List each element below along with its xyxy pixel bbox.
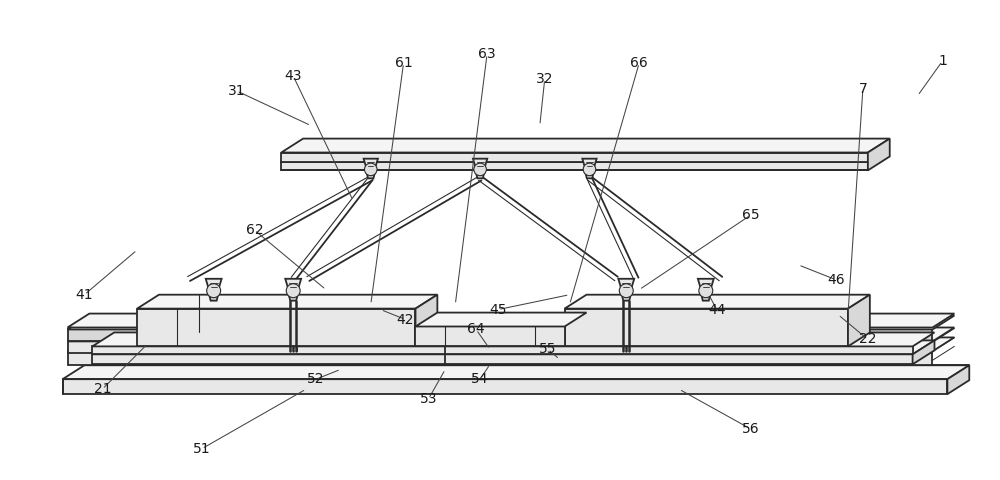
Polygon shape: [848, 295, 870, 347]
Polygon shape: [618, 279, 634, 288]
Polygon shape: [585, 171, 594, 179]
Text: 1: 1: [938, 54, 947, 68]
Polygon shape: [209, 293, 219, 300]
Text: 45: 45: [489, 302, 507, 317]
Polygon shape: [415, 326, 565, 347]
Polygon shape: [68, 327, 268, 341]
Polygon shape: [445, 340, 934, 354]
Text: 62: 62: [246, 223, 263, 237]
Polygon shape: [582, 159, 597, 168]
Polygon shape: [68, 341, 246, 353]
Text: 55: 55: [539, 342, 556, 356]
Text: 46: 46: [827, 273, 845, 287]
Polygon shape: [621, 293, 631, 300]
Polygon shape: [68, 329, 246, 341]
Text: 22: 22: [859, 333, 877, 347]
Polygon shape: [913, 340, 934, 364]
Polygon shape: [565, 295, 870, 309]
Text: 54: 54: [471, 372, 489, 386]
Polygon shape: [415, 295, 437, 347]
Polygon shape: [92, 354, 560, 364]
Text: 31: 31: [228, 84, 245, 98]
Text: 53: 53: [420, 392, 437, 406]
Polygon shape: [754, 327, 954, 341]
Polygon shape: [754, 341, 932, 353]
Text: 43: 43: [284, 69, 302, 83]
Circle shape: [364, 163, 377, 176]
Polygon shape: [445, 333, 934, 347]
Polygon shape: [565, 309, 848, 347]
Circle shape: [207, 284, 221, 298]
Polygon shape: [754, 337, 954, 351]
Text: 65: 65: [742, 208, 759, 222]
Polygon shape: [92, 340, 582, 354]
Circle shape: [699, 284, 713, 298]
Polygon shape: [754, 315, 954, 329]
Text: 66: 66: [630, 56, 648, 70]
Text: 42: 42: [397, 312, 414, 326]
Polygon shape: [68, 313, 268, 327]
Text: 21: 21: [94, 382, 111, 396]
Polygon shape: [63, 379, 947, 394]
Circle shape: [474, 163, 486, 176]
Polygon shape: [947, 365, 969, 394]
Text: 7: 7: [859, 82, 867, 96]
Polygon shape: [698, 279, 714, 288]
Polygon shape: [281, 139, 890, 153]
Text: 51: 51: [193, 442, 211, 456]
Polygon shape: [281, 153, 868, 162]
Polygon shape: [754, 329, 932, 341]
Text: 52: 52: [307, 372, 325, 386]
Text: 61: 61: [395, 56, 412, 70]
Text: 64: 64: [467, 323, 485, 336]
Polygon shape: [476, 171, 485, 179]
Text: 63: 63: [478, 47, 496, 61]
Polygon shape: [137, 295, 437, 309]
Text: 32: 32: [536, 72, 553, 86]
Polygon shape: [868, 139, 890, 170]
Polygon shape: [68, 337, 268, 351]
Polygon shape: [445, 347, 913, 354]
Polygon shape: [754, 313, 954, 327]
Polygon shape: [445, 354, 913, 364]
Polygon shape: [560, 340, 582, 364]
Polygon shape: [92, 333, 582, 347]
Polygon shape: [754, 351, 932, 365]
Polygon shape: [68, 351, 246, 365]
Polygon shape: [415, 312, 586, 326]
Polygon shape: [701, 293, 711, 300]
Polygon shape: [92, 347, 560, 354]
Polygon shape: [206, 279, 222, 288]
Circle shape: [619, 284, 633, 298]
Circle shape: [286, 284, 300, 298]
Polygon shape: [63, 365, 969, 379]
Polygon shape: [281, 162, 868, 170]
Text: 44: 44: [708, 302, 725, 317]
Polygon shape: [288, 293, 298, 300]
Polygon shape: [137, 309, 415, 347]
Polygon shape: [364, 159, 378, 168]
Text: 41: 41: [76, 288, 93, 302]
Polygon shape: [473, 159, 487, 168]
Polygon shape: [366, 171, 375, 179]
Circle shape: [583, 163, 596, 176]
Polygon shape: [285, 279, 301, 288]
Polygon shape: [68, 315, 268, 329]
Text: 56: 56: [742, 422, 759, 436]
